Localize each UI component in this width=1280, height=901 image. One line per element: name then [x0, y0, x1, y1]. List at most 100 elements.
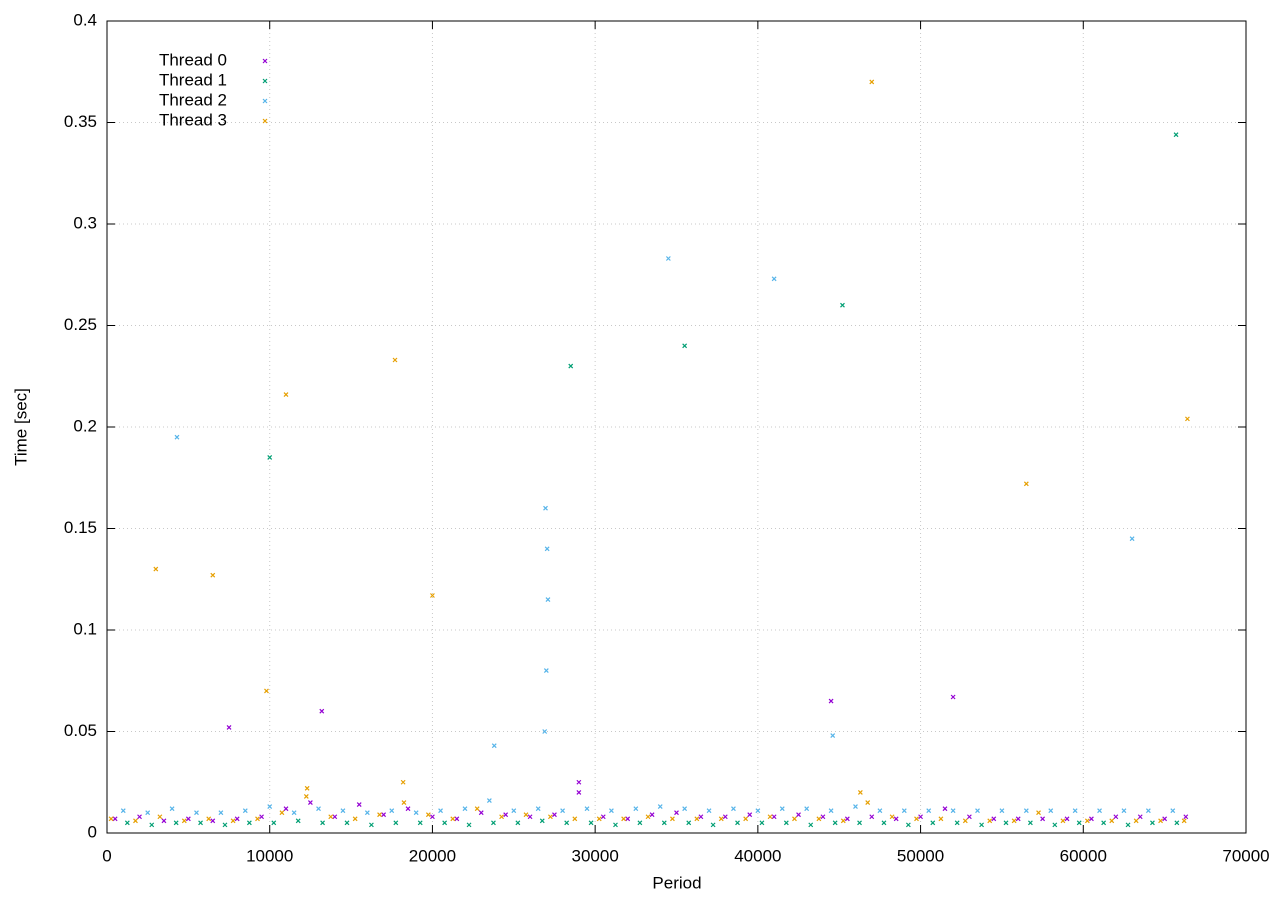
point	[853, 804, 858, 810]
y-tick-label: 0.1	[73, 619, 97, 638]
point	[246, 820, 252, 826]
point	[572, 816, 578, 822]
point	[320, 820, 326, 826]
point	[767, 814, 773, 820]
point	[1040, 816, 1046, 822]
point	[706, 808, 712, 814]
point	[545, 597, 551, 602]
point	[1076, 820, 1082, 826]
point	[718, 816, 724, 822]
point	[820, 814, 826, 820]
point	[291, 810, 297, 816]
point	[564, 820, 570, 826]
point	[588, 820, 594, 826]
legend-label: Thread 1	[159, 70, 227, 89]
point	[267, 804, 273, 810]
legend-marker	[262, 58, 268, 64]
point	[181, 818, 187, 824]
point	[1125, 822, 1131, 828]
point	[657, 804, 663, 810]
point	[543, 668, 549, 674]
point	[264, 688, 269, 694]
point	[576, 789, 582, 795]
point	[771, 814, 777, 820]
point	[661, 820, 667, 826]
point	[1052, 822, 1058, 828]
point	[161, 818, 167, 824]
point	[682, 806, 688, 812]
point	[185, 816, 191, 822]
point	[527, 814, 533, 820]
point	[1145, 808, 1151, 814]
point	[1003, 820, 1009, 826]
point	[796, 812, 801, 818]
legend-marker	[262, 98, 268, 104]
point	[966, 814, 972, 820]
point	[1011, 818, 1017, 824]
point	[710, 822, 716, 828]
plot-border	[106, 20, 1247, 834]
point	[816, 816, 822, 822]
point	[889, 814, 895, 820]
point	[218, 810, 224, 816]
point	[1162, 816, 1168, 822]
point	[991, 816, 997, 822]
point	[405, 806, 411, 812]
point	[438, 808, 443, 814]
point	[393, 820, 399, 826]
point	[279, 810, 285, 816]
point	[665, 256, 671, 261]
point	[1184, 416, 1190, 422]
legend-label: Thread 2	[159, 90, 227, 109]
y-tick-label: 0	[88, 822, 97, 841]
point	[1036, 810, 1041, 816]
point	[576, 779, 582, 785]
legend-label: Thread 3	[159, 110, 227, 129]
point	[332, 814, 338, 820]
point	[303, 794, 309, 799]
point	[474, 806, 480, 812]
point	[340, 808, 346, 814]
point	[430, 593, 435, 598]
point	[950, 694, 956, 700]
x-tick-label: 10000	[246, 846, 293, 865]
point	[613, 822, 618, 828]
x-tick-label: 60000	[1060, 846, 1107, 865]
point	[283, 806, 289, 812]
point	[198, 820, 203, 826]
point	[857, 789, 863, 795]
point	[364, 810, 370, 816]
point	[1060, 818, 1066, 824]
point	[112, 816, 118, 822]
point	[478, 810, 484, 816]
point	[905, 822, 911, 828]
point	[731, 806, 736, 812]
y-tick-label: 0.2	[73, 416, 97, 435]
point	[230, 818, 236, 824]
point	[145, 810, 151, 816]
point	[503, 812, 509, 818]
point	[491, 743, 497, 749]
point	[1129, 536, 1135, 542]
point	[1170, 808, 1176, 814]
point	[962, 818, 968, 824]
point	[234, 816, 240, 822]
point	[1109, 818, 1115, 824]
point	[645, 814, 651, 820]
point	[271, 820, 277, 826]
point	[792, 816, 797, 822]
y-tick-label: 0.35	[64, 112, 97, 131]
point	[124, 820, 130, 826]
point	[430, 814, 435, 820]
point	[828, 808, 834, 814]
point	[1101, 820, 1107, 826]
point	[368, 822, 374, 828]
legend-marker	[262, 78, 268, 84]
point	[804, 806, 810, 812]
point	[328, 814, 334, 820]
point	[377, 812, 382, 818]
point	[304, 785, 310, 791]
x-tick-label: 0	[102, 846, 111, 865]
point	[1133, 818, 1139, 824]
point	[869, 79, 875, 85]
